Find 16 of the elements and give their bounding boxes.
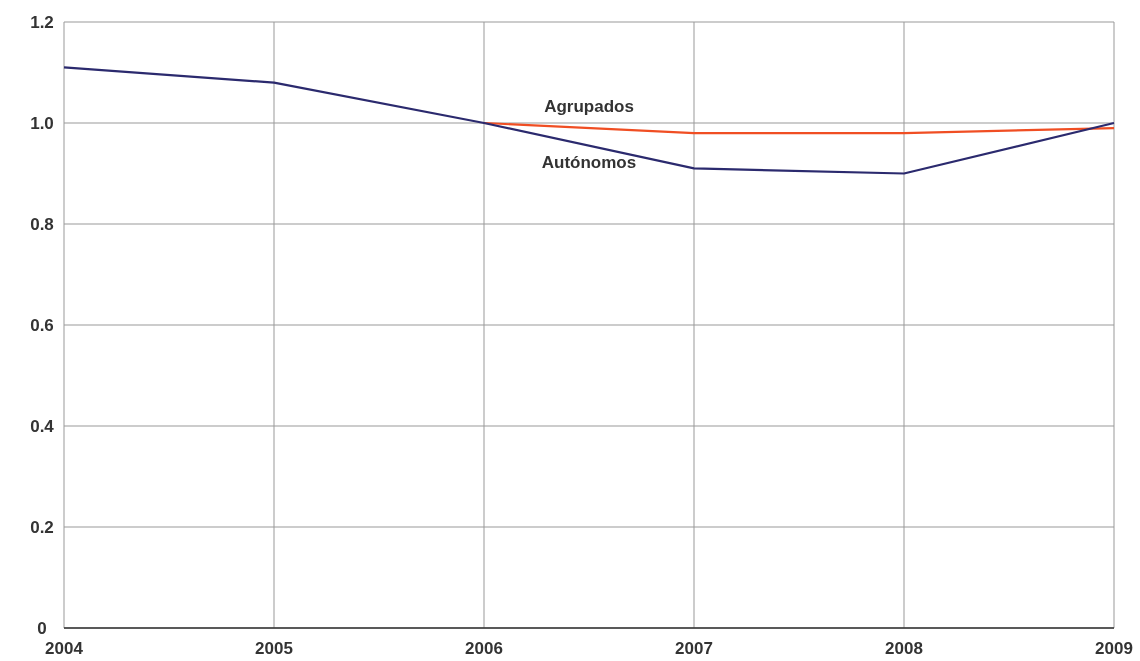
y-tick-label: 0.4 <box>30 417 55 436</box>
x-tick-label: 2004 <box>45 639 84 658</box>
y-tick-label: 0.8 <box>30 215 54 234</box>
x-tick-label: 2007 <box>675 639 713 658</box>
x-tick-label: 2005 <box>255 639 293 658</box>
x-tick-label: 2009 <box>1095 639 1133 658</box>
series-label: Autónomos <box>541 152 637 172</box>
y-tick-label: 0.6 <box>30 316 54 335</box>
y-tick-label: 1.0 <box>30 114 54 133</box>
y-tick-label: 0 <box>37 619 47 638</box>
x-tick-label: 2006 <box>465 639 503 658</box>
series-label: Agrupados <box>544 97 634 117</box>
y-tick-label: 0.2 <box>30 518 54 537</box>
x-tick-label: 2008 <box>885 639 923 658</box>
line-series <box>62 66 1116 175</box>
y-tick-label: 1.2 <box>30 13 54 32</box>
